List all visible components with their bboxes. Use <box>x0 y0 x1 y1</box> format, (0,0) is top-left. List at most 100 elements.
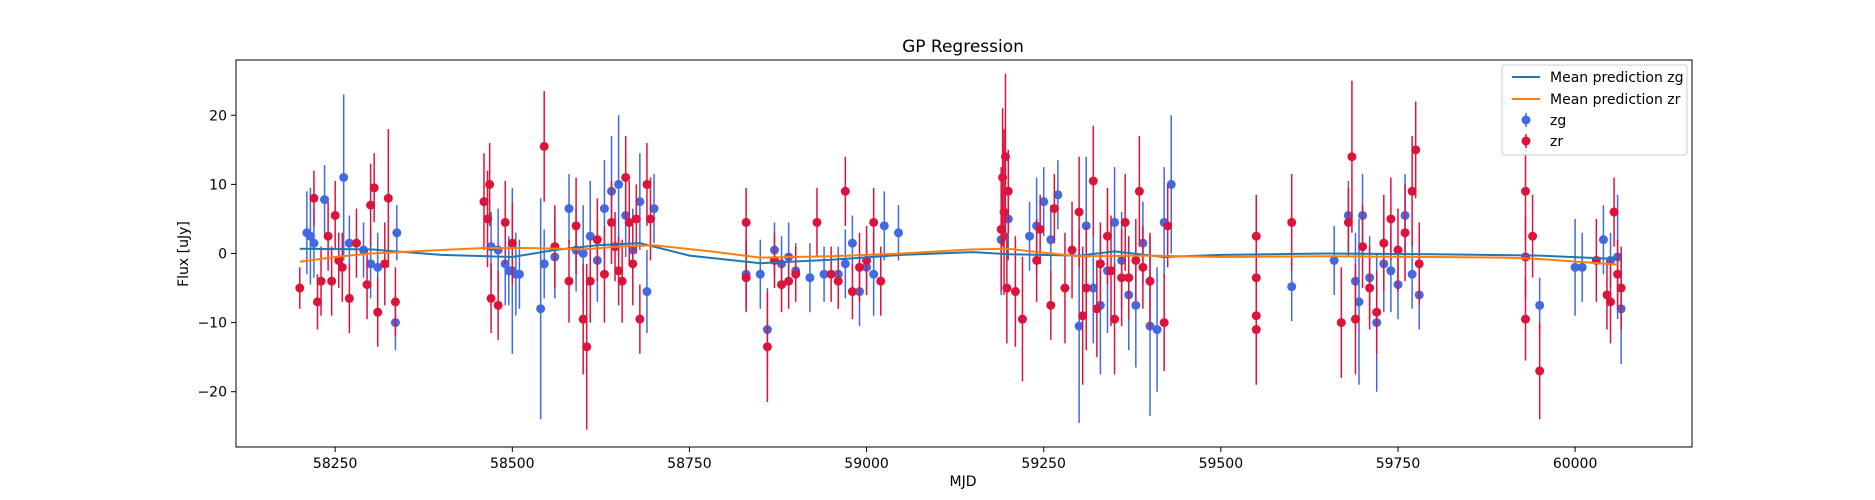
data-point-zr <box>486 293 496 303</box>
data-point-zr <box>876 276 886 286</box>
data-point-zr <box>334 255 344 265</box>
data-point-zr <box>1067 245 1077 255</box>
data-point-zr <box>369 183 379 193</box>
data-point-zr <box>1010 287 1020 297</box>
data-point-zr <box>578 314 588 324</box>
x-tick-label: 59750 <box>1376 456 1421 472</box>
legend-label-mean-zr: Mean prediction zr <box>1550 92 1681 108</box>
data-point-zr <box>1017 314 1027 324</box>
data-point-zr <box>642 179 652 189</box>
data-point-zg <box>1577 262 1587 272</box>
data-point-zr <box>507 238 517 248</box>
data-point-zg <box>392 228 402 238</box>
data-point-zr <box>1407 186 1417 196</box>
legend-label-zg: zg <box>1550 113 1566 129</box>
data-point-zg <box>1386 266 1396 276</box>
data-point-zr <box>607 217 617 227</box>
data-point-zr <box>1134 186 1144 196</box>
data-point-zg <box>599 204 609 214</box>
data-point-zr <box>1092 304 1102 314</box>
data-point-zr <box>777 280 787 290</box>
data-point-zr <box>1393 245 1403 255</box>
data-point-zg <box>1039 197 1049 207</box>
data-point-zg <box>309 238 319 248</box>
data-point-zg <box>642 287 652 297</box>
data-point-zg <box>1598 235 1608 245</box>
y-axis: −20 −10 0 10 20 <box>197 108 236 401</box>
data-point-zr <box>316 276 326 286</box>
data-point-zg <box>1407 269 1417 279</box>
data-point-zr <box>1609 207 1619 217</box>
x-tick-label: 60000 <box>1553 456 1598 472</box>
y-tick-label: −20 <box>197 385 227 401</box>
data-point-zr <box>1602 290 1612 300</box>
data-point-zr <box>582 342 592 352</box>
data-point-zg <box>805 273 815 283</box>
plot-area-frame <box>235 59 1693 448</box>
data-point-zr <box>1386 214 1396 224</box>
data-point-zr <box>323 231 333 241</box>
data-point-zr <box>1060 283 1070 293</box>
data-point-zr <box>592 235 602 245</box>
data-point-zg <box>819 269 829 279</box>
data-point-zr <box>1003 186 1013 196</box>
data-point-zg <box>1570 262 1580 272</box>
data-point-zr <box>762 342 772 352</box>
data-point-zg <box>1287 282 1297 292</box>
legend: Mean prediction zg Mean prediction zr zg… <box>1501 64 1688 156</box>
data-point-zr <box>826 269 836 279</box>
y-axis-label: Flux [uJy] <box>176 221 192 287</box>
data-point-zg <box>840 259 850 269</box>
data-point-zr <box>1095 259 1105 269</box>
data-point-zg <box>1074 321 1084 331</box>
x-tick-label: 58250 <box>313 456 358 472</box>
data-point-zr <box>309 193 319 203</box>
data-point-zr <box>840 186 850 196</box>
data-point-zr <box>1350 314 1360 324</box>
y-tick-label: 0 <box>218 247 227 263</box>
data-point-zr <box>1372 307 1382 317</box>
x-tick-label: 59500 <box>1199 456 1244 472</box>
data-point-zr <box>483 214 493 224</box>
data-point-zr <box>1400 228 1410 238</box>
data-point-zr <box>330 210 340 220</box>
data-point-zr <box>337 262 347 272</box>
x-tick-label: 58750 <box>667 456 712 472</box>
data-point-zr <box>1528 231 1538 241</box>
data-point-zr <box>791 269 801 279</box>
data-point-zr <box>1287 217 1297 227</box>
legend-label-zr: zr <box>1550 134 1563 150</box>
data-point-zr <box>847 287 857 297</box>
data-point-zr <box>1074 207 1084 217</box>
data-point-zr <box>1251 325 1261 335</box>
data-point-zg <box>1053 190 1063 200</box>
data-point-zr <box>1046 300 1056 310</box>
data-point-zr <box>390 297 400 307</box>
data-point-zr <box>617 276 627 286</box>
chart-title: GP Regression <box>902 37 1024 57</box>
data-point-zr <box>351 238 361 248</box>
data-point-zr <box>833 276 843 286</box>
data-point-zr <box>1379 238 1389 248</box>
legend-label-mean-zg: Mean prediction zg <box>1550 70 1684 86</box>
data-point-zg <box>339 172 349 182</box>
data-point-zg <box>635 197 645 207</box>
data-point-zr <box>1358 242 1368 252</box>
data-point-zg <box>879 221 889 231</box>
data-point-zr <box>1002 283 1012 293</box>
data-point-zg <box>536 304 546 314</box>
y-tick-label: 20 <box>209 108 227 124</box>
data-point-zr <box>571 221 581 231</box>
data-point-zr <box>624 217 634 227</box>
data-point-zr <box>312 297 322 307</box>
data-point-zg <box>373 262 383 272</box>
data-point-zr <box>383 193 393 203</box>
data-point-zr <box>362 280 372 290</box>
data-point-zr <box>1102 231 1112 241</box>
data-point-zr <box>812 217 822 227</box>
x-axis: 58250 58500 58750 59000 59250 59500 59750 60000 <box>313 447 1597 472</box>
data-point-zr <box>1159 318 1169 328</box>
data-point-zg <box>893 228 903 238</box>
y-tick-label: 10 <box>209 177 227 193</box>
data-point-zr <box>539 141 549 151</box>
